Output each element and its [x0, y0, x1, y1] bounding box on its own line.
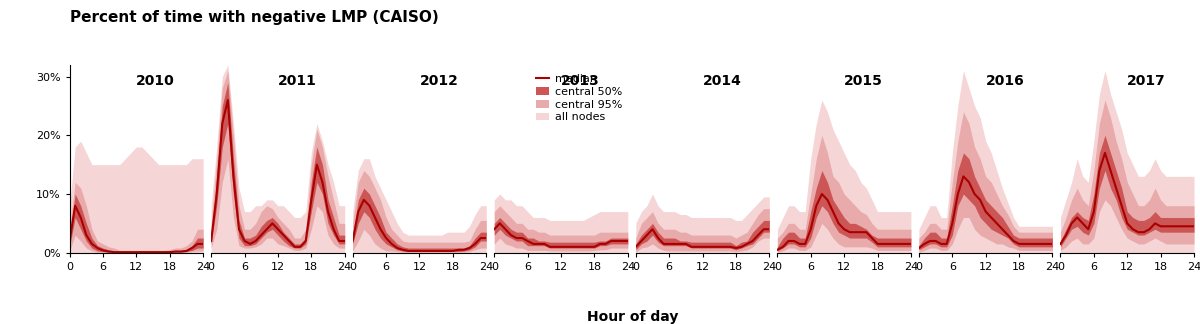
Text: 2016: 2016	[985, 74, 1025, 88]
Text: 2012: 2012	[420, 74, 458, 88]
Text: Percent of time with negative LMP (CAISO): Percent of time with negative LMP (CAISO…	[70, 10, 438, 25]
Text: Hour of day: Hour of day	[587, 310, 678, 324]
Text: 2015: 2015	[844, 74, 883, 88]
Text: 2017: 2017	[1127, 74, 1166, 88]
Text: 2010: 2010	[137, 74, 175, 88]
Text: 2011: 2011	[278, 74, 317, 88]
Text: 2013: 2013	[562, 74, 600, 88]
Text: 2014: 2014	[702, 74, 742, 88]
Legend: median, central 50%, central 95%, all nodes: median, central 50%, central 95%, all no…	[536, 74, 623, 122]
